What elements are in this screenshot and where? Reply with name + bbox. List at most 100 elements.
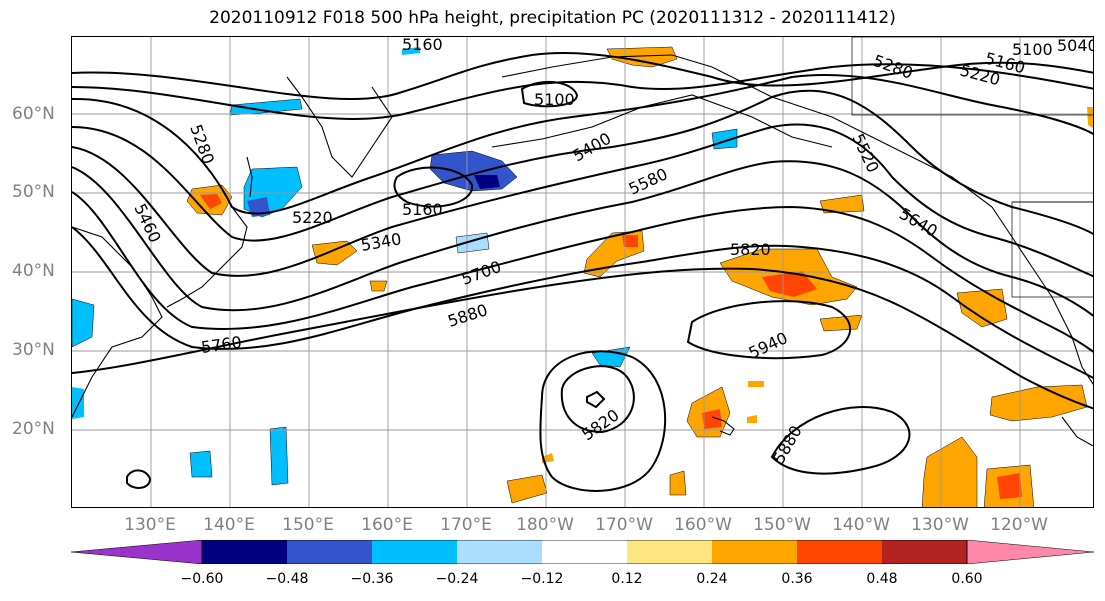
lon-label-150e: 150°E <box>282 515 334 535</box>
contour-label: 5640 <box>896 204 941 241</box>
lon-label-180w: 180°W <box>516 515 574 535</box>
precip-area <box>269 426 289 486</box>
contour-label: 5880 <box>769 422 806 467</box>
precip-area <box>72 298 95 348</box>
lon-label-170e: 170°E <box>440 515 492 535</box>
precip-area <box>606 46 678 68</box>
contour-label: 5760 <box>200 332 243 356</box>
lat-label-20n: 20°N <box>12 419 55 439</box>
precip-area <box>921 436 978 507</box>
precip-area <box>369 280 388 292</box>
colorbar-tick: −0.60 <box>180 571 224 587</box>
precip-area <box>762 271 817 297</box>
lon-label-130w: 130°W <box>911 515 969 535</box>
coastline-alaska <box>501 54 1093 385</box>
colorbar-tick: 0.24 <box>696 571 728 587</box>
colorbar-swatch <box>457 540 542 564</box>
precip-area <box>748 381 764 387</box>
lon-label-120w: 120°W <box>990 515 1048 535</box>
colorbar-tick: 0.12 <box>611 571 643 587</box>
colorbar-tick: 0.60 <box>951 571 983 587</box>
contour-label: 5220 <box>292 208 333 227</box>
precip-area <box>402 47 420 55</box>
contour-label: 5340 <box>359 229 402 255</box>
contour-small-high <box>586 390 606 409</box>
precip-area <box>455 232 490 254</box>
lon-label-160e: 160°E <box>361 515 413 535</box>
precip-area <box>819 314 863 332</box>
contour-5100-closed <box>520 80 579 108</box>
contour-5160-closed <box>393 166 474 208</box>
map-title: 2020110912 F018 500 hPa height, precipit… <box>209 8 896 28</box>
lon-label-170w: 170°W <box>595 515 653 535</box>
colorbar-swatch <box>372 540 457 564</box>
precip-positive-areas <box>186 46 1093 507</box>
precip-area <box>200 194 222 209</box>
colorbar <box>71 540 1094 564</box>
contour-label: 5520 <box>848 131 882 176</box>
precip-area <box>247 197 270 217</box>
precip-area <box>591 346 631 368</box>
colorbar-tick: −0.48 <box>265 571 309 587</box>
lat-label-30n: 30°N <box>12 340 55 360</box>
precip-area <box>542 453 554 463</box>
coastline-mexico <box>1061 416 1093 447</box>
colorbar-swatch <box>287 540 372 564</box>
island-hawaii <box>711 416 735 436</box>
precip-area <box>506 474 548 504</box>
colorbar-tick: −0.24 <box>435 571 479 587</box>
contour-label: 5280 <box>871 51 916 83</box>
precip-area <box>311 240 358 266</box>
contour-5820-low <box>539 350 667 492</box>
coastline-asia <box>72 226 163 418</box>
precip-area <box>669 470 687 496</box>
precip-negative-areas <box>72 47 738 486</box>
precip-area <box>189 450 213 478</box>
lat-label-60n: 60°N <box>12 104 55 124</box>
colorbar-swatch <box>202 540 287 564</box>
coastline-sakhalin <box>246 156 253 198</box>
lon-label-130e: 130°E <box>124 515 176 535</box>
contour-label: 5280 <box>186 122 218 167</box>
coastlines <box>72 54 1093 447</box>
lon-label-140w: 140°W <box>832 515 890 535</box>
lat-label-50n: 50°N <box>12 182 55 202</box>
colorbar-tick: −0.12 <box>520 571 564 587</box>
colorbar-tick: −0.36 <box>350 571 394 587</box>
contour-5880-east <box>770 406 911 475</box>
map-svg: 5160 5100 5160 5100 5040 5280 5220 5280 … <box>72 37 1094 507</box>
coastline-aleutians <box>491 94 833 148</box>
contour-label: 5820 <box>578 405 622 444</box>
coastline-japan <box>166 206 248 308</box>
contour-5940 <box>686 300 852 360</box>
precip-area <box>622 235 638 247</box>
colorbar-tick: 0.48 <box>866 571 898 587</box>
lat-label-40n: 40°N <box>12 261 55 281</box>
contour-label: 5160 <box>402 37 443 54</box>
colorbar-swatch <box>627 540 712 564</box>
colorbar-over-extension <box>966 540 1094 564</box>
coastline-kamchatka <box>286 76 393 178</box>
colorbar-under-extension <box>71 540 203 564</box>
height-contours <box>72 52 1093 492</box>
contour-label: 5040 <box>1057 37 1094 55</box>
precip-area <box>474 175 500 189</box>
contour-label: 5100 <box>1012 40 1053 59</box>
contour-small-asia <box>126 469 152 489</box>
precip-area <box>1087 107 1093 128</box>
colorbar-swatch <box>797 540 882 564</box>
colorbar-swatch <box>542 540 627 564</box>
contour-label: 5880 <box>445 300 490 331</box>
colorbar-swatch <box>712 540 797 564</box>
lon-label-140e: 140°E <box>203 515 255 535</box>
contour-label: 5160 <box>402 200 443 219</box>
contour-label: 5700 <box>459 257 504 289</box>
contour-label: 5100 <box>534 90 575 109</box>
contour-5880-low <box>560 365 635 434</box>
contour-label: 5400 <box>570 129 615 166</box>
map-panel: 5160 5100 5160 5100 5040 5280 5220 5280 … <box>71 36 1094 508</box>
precip-area <box>989 384 1088 422</box>
precip-area <box>429 150 518 192</box>
precip-area <box>702 409 722 429</box>
contour-label: 5820 <box>730 240 771 259</box>
